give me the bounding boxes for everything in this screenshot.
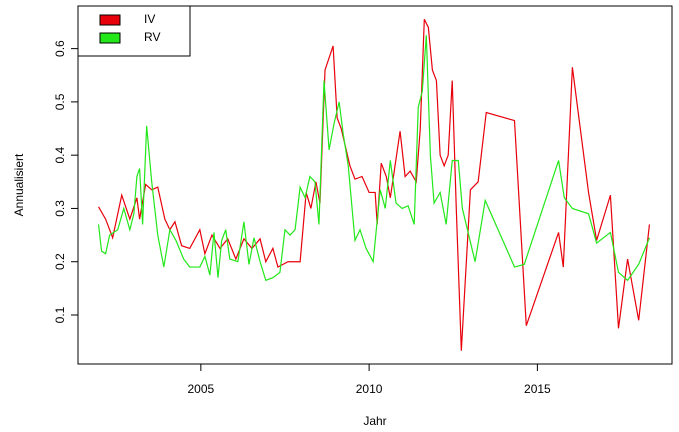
- y-tick-label: 0.3: [53, 200, 67, 217]
- y-tick-label: 0.4: [53, 147, 67, 164]
- x-axis-label: Jahr: [363, 414, 386, 428]
- series-line: [98, 19, 651, 351]
- legend-box: [77, 5, 191, 57]
- series-line: [97, 35, 651, 282]
- x-tick-label: 2010: [356, 382, 383, 396]
- legend-swatch: [99, 32, 121, 44]
- y-tick-label: 0.1: [53, 306, 67, 323]
- x-tick-label: 2005: [187, 382, 214, 396]
- legend-swatch: [99, 14, 121, 26]
- legend-label: RV: [144, 30, 160, 44]
- plot-box: [77, 5, 673, 365]
- y-tick-label: 0.2: [53, 253, 67, 270]
- x-tick-label: 2015: [524, 382, 551, 396]
- y-tick-label: 0.5: [53, 93, 67, 110]
- legend-label: IV: [144, 12, 155, 26]
- y-tick-label: 0.6: [53, 40, 67, 57]
- y-axis-label: Annualisiert: [12, 153, 26, 216]
